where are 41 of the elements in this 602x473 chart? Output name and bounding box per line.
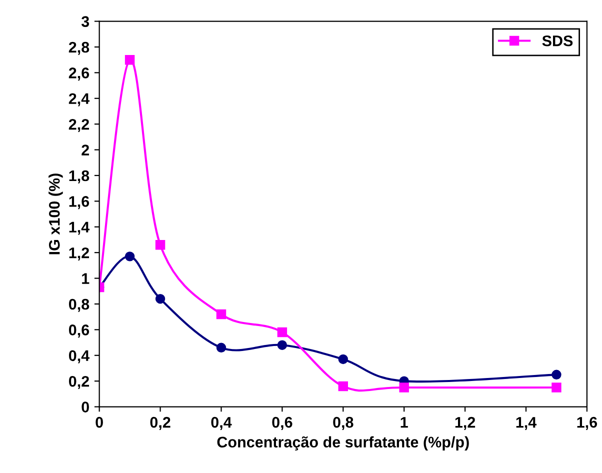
y-tick-label: 3 bbox=[81, 16, 90, 27]
point bbox=[216, 309, 226, 320]
y-tick-label: 1,2 bbox=[69, 247, 89, 260]
point bbox=[155, 294, 166, 304]
y-tick-label: 1,6 bbox=[69, 196, 90, 210]
y-tick-label: 2,2 bbox=[68, 118, 89, 132]
point bbox=[338, 354, 348, 364]
x-tick-label: 0,4 bbox=[211, 416, 232, 430]
y-tick-label: 1,4 bbox=[69, 222, 90, 235]
point bbox=[124, 252, 135, 262]
x-tick-label: 1,2 bbox=[455, 416, 476, 430]
y-tick-label: 2,4 bbox=[68, 93, 90, 106]
point bbox=[338, 381, 348, 392]
y-tick-label: 0,2 bbox=[68, 376, 89, 389]
x-tick-label: 0,8 bbox=[333, 416, 354, 430]
y-tick-label: 2 bbox=[82, 144, 89, 156]
y-tick-label: 0,4 bbox=[68, 350, 90, 364]
point bbox=[277, 340, 288, 350]
y-axis-title: IG x100 (%) bbox=[48, 174, 63, 254]
point bbox=[124, 54, 135, 65]
x-tick-label: 0,2 bbox=[150, 416, 170, 430]
x-tick-label: 1,6 bbox=[577, 416, 598, 430]
point bbox=[216, 342, 226, 353]
y-tick-label: 0 bbox=[82, 402, 89, 412]
y-tick-label: 1,8 bbox=[69, 170, 90, 184]
y-tick-label: 2,6 bbox=[68, 68, 90, 81]
point bbox=[155, 240, 166, 250]
y-tick-label: 0,6 bbox=[68, 324, 90, 338]
x-axis-title: Concentração de surfatante (%p/p) bbox=[217, 436, 469, 451]
y-tick-label: 2,8 bbox=[68, 42, 90, 55]
x-tick-label: 1 bbox=[400, 417, 408, 428]
point bbox=[552, 382, 562, 392]
legend-label: SDS bbox=[542, 35, 573, 46]
point bbox=[277, 327, 288, 338]
x-tick-label: 1,4 bbox=[516, 417, 537, 430]
x-tick-label: 0,6 bbox=[272, 416, 292, 430]
point bbox=[399, 382, 409, 392]
y-tick-label: 1 bbox=[82, 273, 90, 284]
point bbox=[552, 370, 562, 380]
x-tick-label: 0 bbox=[96, 416, 103, 428]
y-tick-label: 0,8 bbox=[68, 298, 90, 312]
